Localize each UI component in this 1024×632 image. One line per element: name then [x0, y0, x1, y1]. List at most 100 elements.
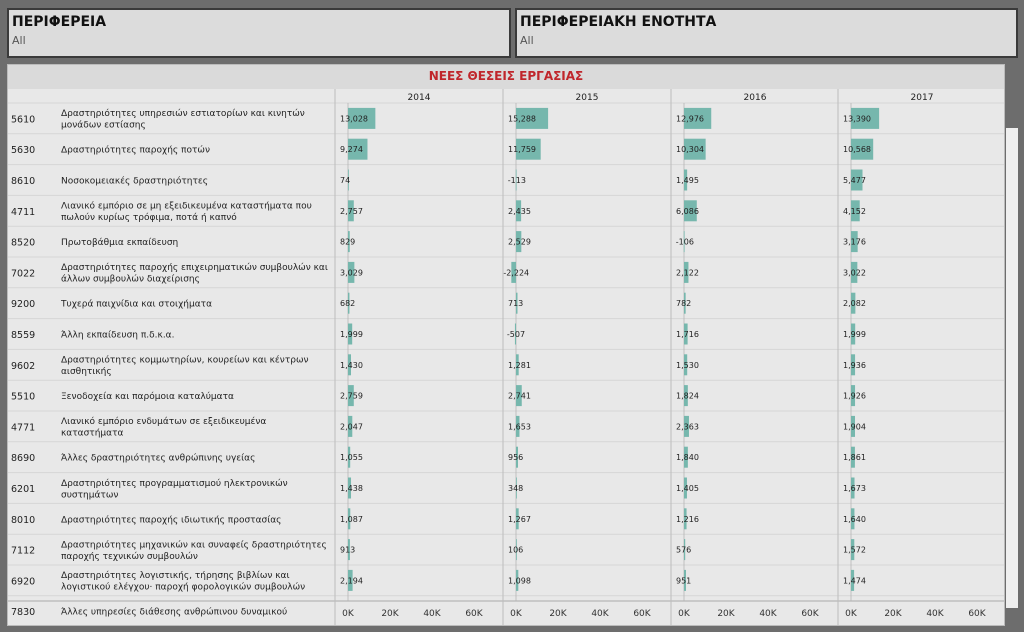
- axis-tick-label: 40K: [591, 609, 609, 619]
- data-label-6201-2014: 1,438: [340, 484, 363, 493]
- bar-7022-2014: [348, 261, 355, 283]
- row-code-8559: 8559: [11, 330, 35, 341]
- filter-regional-unit-title: ΠΕΡΙΦΕΡΕΙΑΚΗ ΕΝΟΤΗΤΑ: [520, 14, 717, 30]
- row-label: Πρωτοβάθμια εκπαίδευση: [61, 238, 178, 248]
- data-label-4771-2016: 2,363: [676, 422, 699, 431]
- data-label-9602-2017: 1,936: [843, 361, 866, 370]
- axis-tick-label: 20K: [717, 609, 735, 619]
- data-label-8690-2014: 1,055: [340, 453, 363, 462]
- data-label-8559-2014: 1,999: [340, 330, 363, 339]
- data-label-8010-2017: 1,640: [843, 515, 866, 524]
- axis-tick-label: 40K: [926, 609, 944, 619]
- bar-4771-2017: [851, 415, 855, 437]
- data-label-6920-2015: 1,098: [508, 576, 531, 585]
- column-header-2015: 2015: [576, 93, 599, 103]
- bar-8610-2016: [684, 169, 688, 191]
- filter-region[interactable]: ΠΕΡΙΦΕΡΕΙΑ All: [7, 8, 511, 58]
- bar-8520-2017: [851, 231, 858, 253]
- bar-8690-2015: [516, 446, 519, 468]
- data-label-8559-2017: 1,999: [843, 330, 866, 339]
- data-label-8010-2014: 1,087: [340, 515, 363, 524]
- row-label: Δραστηριότητες υπηρεσιών εστιατορίων και…: [61, 108, 305, 130]
- bar-6201-2016: [684, 477, 687, 499]
- axis-tick-label: 60K: [968, 609, 986, 619]
- axis-tick-label: 60K: [465, 609, 483, 619]
- filter-region-title: ΠΕΡΙΦΕΡΕΙΑ: [12, 14, 107, 30]
- bar-5610-2014: [348, 107, 376, 129]
- bar-8690-2014: [348, 446, 351, 468]
- bar-5610-2016: [684, 107, 712, 129]
- data-label-9200-2017: 2,082: [843, 299, 866, 308]
- row-label: Άλλες δραστηριότητες ανθρώπινης υγείας: [61, 453, 255, 464]
- data-label-8690-2015: 956: [508, 453, 523, 462]
- axis-tick-label: 60K: [633, 609, 651, 619]
- data-label-8690-2017: 1,861: [843, 453, 866, 462]
- data-label-7112-2016: 576: [676, 546, 691, 555]
- row-label: Δραστηριότητες κομμωτηρίων, κουρείων και…: [61, 355, 309, 378]
- filter-region-value[interactable]: All: [12, 34, 26, 47]
- row-label: Άλλη εκπαίδευση π.δ.κ.α.: [61, 331, 174, 341]
- row-code-5610: 5610: [11, 114, 35, 125]
- data-label-6201-2017: 1,673: [843, 484, 866, 493]
- row-code-7112: 7112: [11, 546, 35, 557]
- data-label-5630-2016: 10,304: [676, 145, 704, 154]
- data-label-9602-2015: 1,281: [508, 361, 531, 370]
- bar-4711-2017: [851, 200, 860, 222]
- data-label-7112-2015: 106: [508, 546, 523, 555]
- chart-title: ΝΕΕΣ ΘΕΣΕΙΣ ΕΡΓΑΣΙΑΣ: [428, 69, 584, 83]
- axis-tick-label: 20K: [884, 609, 902, 619]
- data-label-6201-2015: 348: [508, 484, 523, 493]
- chart-title-bar: ΝΕΕΣ ΘΕΣΕΙΣ ΕΡΓΑΣΙΑΣ: [8, 65, 1004, 90]
- bar-5630-2015: [516, 138, 541, 160]
- row-code-8690: 8690: [11, 453, 35, 464]
- row-label: Λιανικό εμπόριο σε μη εξειδικευμένα κατα…: [61, 201, 312, 224]
- data-label-8690-2016: 1,840: [676, 453, 699, 462]
- bar-7022-2015: [511, 261, 516, 283]
- data-label-9200-2015: 713: [508, 299, 523, 308]
- data-label-7022-2017: 3,022: [843, 268, 866, 277]
- bar-6920-2017: [851, 569, 855, 591]
- row-code-8610: 8610: [11, 176, 35, 187]
- row-label: Νοσοκομειακές δραστηριότητες: [61, 176, 208, 187]
- filter-regional-unit-value[interactable]: All: [520, 34, 534, 47]
- data-label-8559-2016: 1,716: [676, 330, 699, 339]
- bar-5510-2016: [684, 385, 688, 407]
- data-label-8610-2014: 74: [340, 176, 350, 185]
- data-label-5510-2017: 1,926: [843, 392, 866, 401]
- bar-9602-2017: [851, 354, 856, 376]
- axis-tick-label: 0K: [678, 609, 691, 619]
- bar-6920-2016: [684, 569, 686, 591]
- bar-6201-2017: [851, 477, 855, 499]
- vertical-scrollbar[interactable]: [1006, 128, 1018, 608]
- row-label: Δραστηριότητες προγραμματισμού ηλεκτρονι…: [61, 478, 288, 501]
- data-label-7022-2014: 3,029: [340, 268, 363, 277]
- row-label: Δραστηριότητες μηχανικών και συναφείς δρ…: [61, 539, 327, 562]
- column-header-2017: 2017: [911, 93, 934, 103]
- axis-tick-label: 40K: [759, 609, 777, 619]
- bar-8010-2016: [684, 508, 687, 530]
- data-label-8559-2015: -507: [507, 330, 525, 339]
- data-label-8610-2017: 5,477: [843, 176, 866, 185]
- data-label-5610-2015: 15,288: [508, 114, 536, 123]
- data-label-5630-2014: 9,274: [340, 145, 363, 154]
- data-label-6920-2016: 951: [676, 576, 691, 585]
- row-label: Δραστηριότητες παροχής ποτών: [61, 145, 210, 156]
- row-label: Τυχερά παιχνίδια και στοιχήματα: [60, 300, 212, 310]
- data-label-5610-2016: 12,976: [676, 114, 704, 123]
- bar-9200-2017: [851, 292, 856, 314]
- row-code-7022: 7022: [11, 268, 35, 279]
- bar-8559-2014: [348, 323, 353, 345]
- bar-5510-2017: [851, 385, 856, 407]
- bar-7112-2015: [516, 539, 517, 561]
- filter-regional-unit[interactable]: ΠΕΡΙΦΕΡΕΙΑΚΗ ΕΝΟΤΗΤΑ All: [515, 8, 1018, 58]
- bar-8690-2016: [684, 446, 688, 468]
- axis-tick-label: 20K: [381, 609, 399, 619]
- bar-7112-2016: [684, 539, 686, 561]
- row-code-4771: 4771: [11, 422, 35, 433]
- bar-5630-2016: [684, 138, 706, 160]
- row-label: Λιανικό εμπόριο ενδυμάτων σε εξειδικευμέ…: [61, 416, 266, 439]
- data-label-7112-2017: 1,572: [843, 546, 866, 555]
- bar-9200-2016: [684, 292, 686, 314]
- bar-5630-2014: [348, 138, 368, 160]
- row-code-9602: 9602: [11, 361, 35, 372]
